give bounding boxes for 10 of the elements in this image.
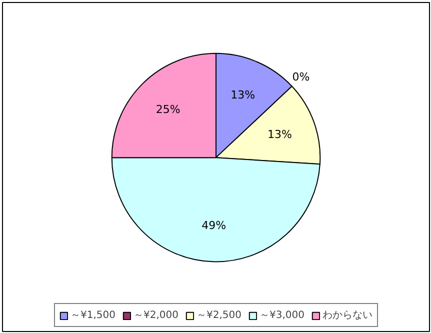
legend-label: ～¥2,000 [134, 309, 178, 322]
legend-label: ～¥2,500 [196, 309, 242, 322]
legend-label: わからない [322, 309, 372, 322]
data-label: 13% [230, 88, 256, 102]
text: 0% [292, 70, 310, 84]
data-label: 25% [156, 102, 180, 116]
data-label: 13% [267, 128, 292, 141]
data-label: 49% [202, 219, 226, 232]
legend-label: ～¥3,000 [260, 309, 304, 322]
legend-label: ～¥1,500 [70, 309, 116, 322]
